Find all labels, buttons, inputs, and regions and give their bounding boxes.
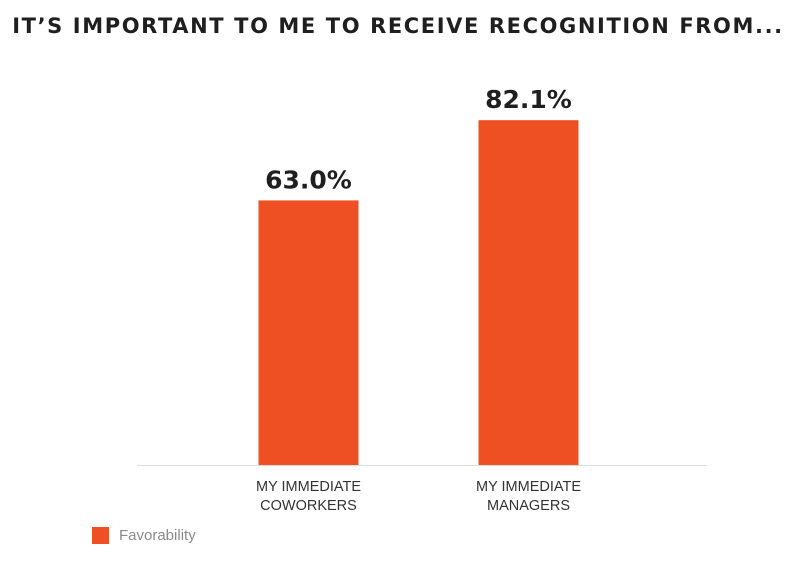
bars-layer [258,120,579,466]
category-label-1: MY IMMEDIATE COWORKERS [256,479,361,514]
bar-2 [478,120,579,466]
labels-layer: 63.0% MY IMMEDIATE COWORKERS 82.1% MY IMMEDI… [256,85,581,514]
category-label-line: MANAGERS [487,498,570,514]
category-label-2: MY IMMEDIATE MANAGERS [476,479,581,514]
category-label-line: COWORKERS [260,498,357,514]
bar-value-label-2: 82.1% [485,85,572,114]
legend: Favorability [92,527,196,544]
legend-swatch [92,527,109,544]
bar-1 [258,200,359,465]
category-label-line: MY IMMEDIATE [476,479,581,495]
bar-value-label-1: 63.0% [265,165,352,194]
legend-label: Favorability [119,527,196,544]
category-label-line: MY IMMEDIATE [256,479,361,495]
chart-title: IT’S IMPORTANT TO ME TO RECEIVE RECOGNIT… [12,14,784,38]
